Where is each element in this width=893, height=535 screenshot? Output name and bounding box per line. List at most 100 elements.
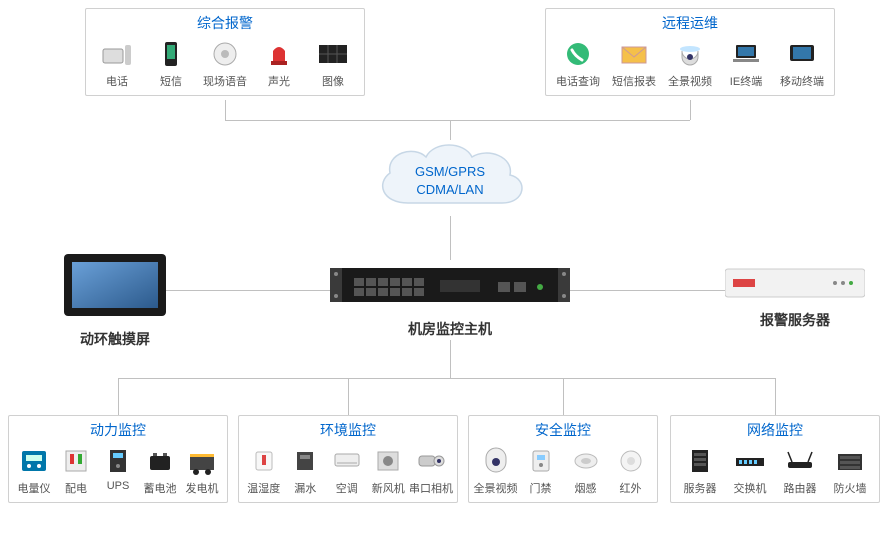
items-row: 服务器 交换机 路由器 防火墙 xyxy=(671,446,879,502)
item-serial-cam: 串口相机 xyxy=(409,446,453,496)
device-label: 机房监控主机 xyxy=(330,319,570,339)
switch-icon xyxy=(732,446,768,476)
item-label: 服务器 xyxy=(684,480,717,496)
item-label: 交换机 xyxy=(734,480,767,496)
item-label: 漏水 xyxy=(294,480,316,496)
panel-security: 安全监控 全景视频门禁 烟感 红外 xyxy=(468,415,658,503)
mobile-icon xyxy=(153,39,189,69)
generator-icon xyxy=(184,446,220,476)
item-label: 全景视频 xyxy=(474,480,518,496)
items-row: 电话 短信 现场语音 声光 图像 xyxy=(86,39,364,95)
item-label: 电量仪 xyxy=(18,480,51,496)
item-label: 串口相机 xyxy=(409,480,453,496)
item-switch: 交换机 xyxy=(725,446,775,496)
item-ups: UPS xyxy=(97,446,139,496)
item-label: 图像 xyxy=(322,73,344,89)
panel-alarm: 综合报警 电话 短信 现场语音 声光 图像 xyxy=(85,8,365,96)
item-label: 蓄电池 xyxy=(144,480,177,496)
panel-env: 环境监控 温湿度漏水 空调新风机串口相机 xyxy=(238,415,458,503)
panel-title: 远程运维 xyxy=(546,9,834,39)
item-label: 烟感 xyxy=(575,480,597,496)
item-envelope: 短信报表 xyxy=(609,39,659,89)
ac-icon xyxy=(329,446,365,476)
item-fan: 新风机 xyxy=(368,446,410,496)
tablet-icon xyxy=(784,39,820,69)
item-label: 移动终端 xyxy=(780,73,824,89)
item-firewall: 防火墙 xyxy=(825,446,875,496)
items-row: 电量仪配电 UPS 蓄电池发电机 xyxy=(9,446,227,502)
item-label: 电话 xyxy=(106,73,128,89)
item-mobile: 短信 xyxy=(146,39,196,89)
item-label: 短信 xyxy=(160,73,182,89)
item-siren: 声光 xyxy=(254,39,304,89)
item-laptop: IE终端 xyxy=(721,39,771,89)
pir-icon xyxy=(613,446,649,476)
item-label: 发电机 xyxy=(186,480,219,496)
meter-icon xyxy=(16,446,52,476)
item-phone-call: 电话查询 xyxy=(553,39,603,89)
panel-title: 动力监控 xyxy=(9,416,227,446)
panel-title: 环境监控 xyxy=(239,416,457,446)
item-dome-cam: 全景视频 xyxy=(473,446,518,496)
monitor-grid-icon xyxy=(315,39,351,69)
item-server: 服务器 xyxy=(675,446,725,496)
item-phone-device: 电话 xyxy=(92,39,142,89)
item-leak: 漏水 xyxy=(285,446,327,496)
device-label: 动环触摸屏 xyxy=(45,329,185,349)
thermo-icon xyxy=(246,446,282,476)
panel-title: 安全监控 xyxy=(469,416,657,446)
serial-cam-icon xyxy=(413,446,449,476)
server-icon xyxy=(682,446,718,476)
item-generator: 发电机 xyxy=(181,446,223,496)
item-label: 温湿度 xyxy=(247,480,280,496)
item-label: 短信报表 xyxy=(612,73,656,89)
item-label: 电话查询 xyxy=(556,73,600,89)
camera-360-icon xyxy=(672,39,708,69)
cloud-line2: CDMA/LAN xyxy=(380,181,520,199)
item-pir: 红外 xyxy=(608,446,653,496)
item-label: 路由器 xyxy=(784,480,817,496)
items-row: 电话查询短信报表全景视频 IE终端 移动终端 xyxy=(546,39,834,95)
item-label: 红外 xyxy=(620,480,642,496)
items-row: 全景视频门禁 烟感 红外 xyxy=(469,446,657,502)
router-icon xyxy=(782,446,818,476)
items-row: 温湿度漏水 空调新风机串口相机 xyxy=(239,446,457,502)
item-breaker: 配电 xyxy=(55,446,97,496)
item-label: 防火墙 xyxy=(834,480,867,496)
item-tablet: 移动终端 xyxy=(777,39,827,89)
item-label: 声光 xyxy=(268,73,290,89)
item-label: 门禁 xyxy=(530,480,552,496)
panel-title: 综合报警 xyxy=(86,9,364,39)
battery-icon xyxy=(142,446,178,476)
breaker-icon xyxy=(58,446,94,476)
siren-icon xyxy=(261,39,297,69)
item-label: 配电 xyxy=(65,480,87,496)
item-battery: 蓄电池 xyxy=(139,446,181,496)
panel-network: 网络监控 服务器 交换机 路由器 防火墙 xyxy=(670,415,880,503)
item-label: UPS xyxy=(107,480,130,492)
panel-title: 网络监控 xyxy=(671,416,879,446)
cloud-line1: GSM/GPRS xyxy=(380,163,520,181)
panel-remote: 远程运维 电话查询短信报表全景视频 IE终端 移动终端 xyxy=(545,8,835,96)
item-speaker: 现场语音 xyxy=(200,39,250,89)
item-label: 现场语音 xyxy=(203,73,247,89)
item-router: 路由器 xyxy=(775,446,825,496)
device-label: 报警服务器 xyxy=(720,310,870,330)
item-label: 空调 xyxy=(336,480,358,496)
item-camera-360: 全景视频 xyxy=(665,39,715,89)
access-icon xyxy=(523,446,559,476)
device-alarm-server: 报警服务器 xyxy=(720,265,870,330)
item-meter: 电量仪 xyxy=(13,446,55,496)
device-host: 机房监控主机 xyxy=(330,260,570,339)
firewall-icon xyxy=(832,446,868,476)
item-label: 新风机 xyxy=(372,480,405,496)
speaker-icon xyxy=(207,39,243,69)
leak-icon xyxy=(287,446,323,476)
item-monitor-grid: 图像 xyxy=(308,39,358,89)
phone-device-icon xyxy=(99,39,135,69)
item-ac: 空调 xyxy=(326,446,368,496)
envelope-icon xyxy=(616,39,652,69)
item-label: IE终端 xyxy=(730,73,762,89)
ups-icon xyxy=(100,446,136,476)
laptop-icon xyxy=(728,39,764,69)
